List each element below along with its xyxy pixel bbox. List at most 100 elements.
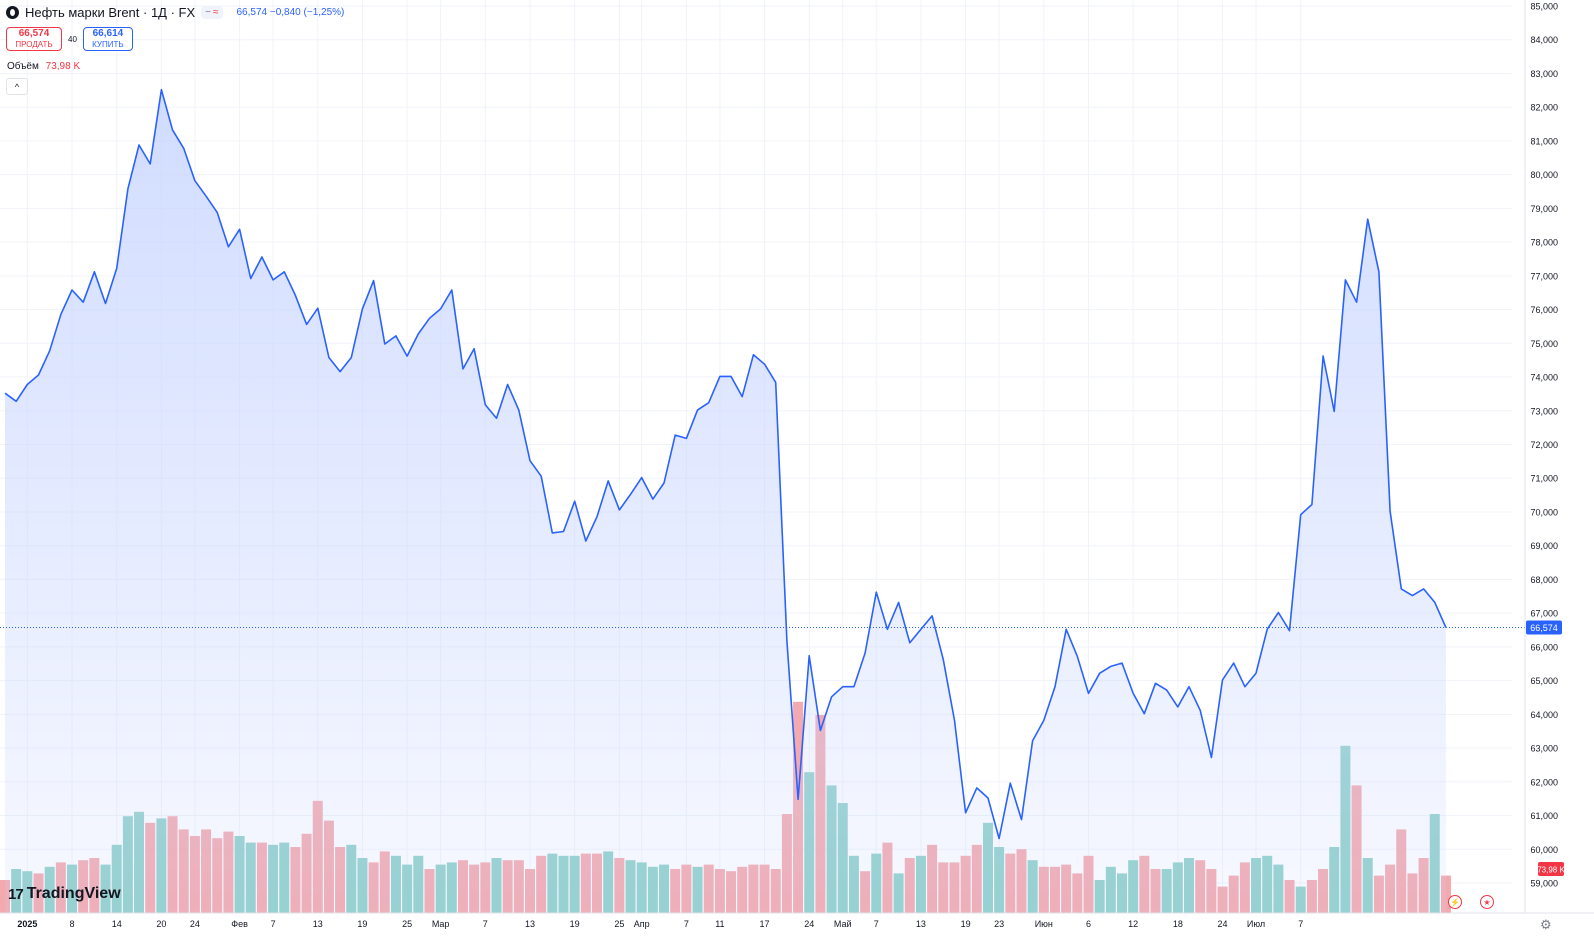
y-tick-label: 79,000 xyxy=(1530,204,1558,214)
y-tick-label: 69,000 xyxy=(1530,541,1558,551)
x-tick-label: 24 xyxy=(804,919,814,929)
x-tick-label: 25 xyxy=(614,919,624,929)
price-change: −0,840 xyxy=(269,7,301,18)
y-tick-label: 59,000 xyxy=(1530,879,1558,889)
x-tick-label: 7 xyxy=(684,919,689,929)
x-tick-label: 14 xyxy=(112,919,122,929)
y-tick-label: 61,000 xyxy=(1530,811,1558,821)
x-tick-label: 7 xyxy=(1298,919,1303,929)
y-tick-label: 62,000 xyxy=(1530,777,1558,787)
pill-minus: − xyxy=(205,7,211,18)
y-tick-label: 60,000 xyxy=(1530,845,1558,855)
x-tick-label: Июн xyxy=(1035,919,1053,929)
volume-badge xyxy=(1538,862,1564,876)
price-area xyxy=(5,89,1446,913)
x-tick-label: 7 xyxy=(271,919,276,929)
volume-bar xyxy=(1440,875,1451,913)
y-tick-label: 74,000 xyxy=(1530,373,1558,383)
price-area-fill xyxy=(5,89,1446,913)
last-price-badge xyxy=(1526,620,1562,635)
y-tick-label: 64,000 xyxy=(1530,710,1558,720)
x-tick-label: Мар xyxy=(432,919,450,929)
gear-icon[interactable]: ⚙ xyxy=(1540,917,1552,932)
pill-wave-icon: ≈ xyxy=(213,7,219,18)
volume-badge-text: 73,98 K xyxy=(1537,866,1565,875)
y-tick-label: 81,000 xyxy=(1530,136,1558,146)
buy-label: КУПИТЬ xyxy=(92,40,124,49)
x-tick-label: 7 xyxy=(874,919,879,929)
y-tick-label: 85,000 xyxy=(1530,2,1558,12)
price-change-pct: (−1,25%) xyxy=(303,7,345,18)
trade-buttons: 66,574 ПРОДАТЬ 40 66,614 КУПИТЬ xyxy=(6,27,133,51)
price-series-line xyxy=(4,88,1447,840)
y-tick-label: 70,000 xyxy=(1530,507,1558,517)
y-tick-label: 71,000 xyxy=(1530,474,1558,484)
y-tick-label: 83,000 xyxy=(1530,69,1558,79)
current-price: 66,574 xyxy=(236,7,268,18)
x-tick-label: 17 xyxy=(760,919,770,929)
x-tick-label: 19 xyxy=(961,919,971,929)
spread-value: 40 xyxy=(68,34,77,44)
x-tick-label: 7 xyxy=(483,919,488,929)
x-tick-label: 12 xyxy=(1128,919,1138,929)
x-tick-label: 11 xyxy=(715,919,724,929)
x-tick-label: Апр xyxy=(634,919,650,929)
x-tick-label: 20 xyxy=(156,919,166,929)
x-tick-label: 8 xyxy=(70,919,75,929)
x-tick-label: Май xyxy=(834,919,852,929)
y-tick-label: 75,000 xyxy=(1530,339,1558,349)
y-tick-label: 84,000 xyxy=(1530,35,1558,45)
collapse-button[interactable]: ^ xyxy=(6,78,28,95)
indicator-pill[interactable]: − ≈ xyxy=(201,6,223,19)
symbol-title[interactable]: Нефть марки Brent · 1Д · FX xyxy=(25,5,196,20)
x-tick-label: 6 xyxy=(1086,919,1091,929)
x-tick-label: 13 xyxy=(525,919,535,929)
tradingview-mark-icon: 17 xyxy=(8,885,24,903)
y-tick-label: 73,000 xyxy=(1530,406,1558,416)
tradingview-wordmark: TradingView xyxy=(26,885,121,902)
x-tick-label: 24 xyxy=(190,919,200,929)
brent-oil-icon xyxy=(6,6,19,19)
volume-value: 73,98 K xyxy=(45,61,81,72)
x-tick-label: 18 xyxy=(1173,919,1183,929)
buy-button[interactable]: 66,614 КУПИТЬ xyxy=(82,27,133,51)
x-tick-label: Фев xyxy=(231,919,248,929)
buy-price: 66,614 xyxy=(92,28,124,39)
y-tick-label: 68,000 xyxy=(1530,575,1558,585)
sell-price: 66,574 xyxy=(18,28,50,39)
chevron-up-icon: ^ xyxy=(14,81,20,92)
x-tick-label: 23 xyxy=(994,919,1004,929)
price-line xyxy=(0,88,1525,840)
x-tick-label: 13 xyxy=(313,919,323,929)
x-tick-label: 19 xyxy=(570,919,580,929)
y-tick-label: 82,000 xyxy=(1530,103,1558,113)
x-tick-label: 13 xyxy=(916,919,926,929)
us-flag-event-icon[interactable]: ★ xyxy=(1480,895,1494,909)
tradingview-logo[interactable]: 17 TradingView xyxy=(8,885,121,903)
y-tick-label: 66,000 xyxy=(1530,642,1558,652)
x-tick-label: 24 xyxy=(1218,919,1228,929)
price-labels: 66,574 73,98 K xyxy=(1526,620,1565,876)
y-tick-label: 80,000 xyxy=(1530,170,1558,180)
y-tick-label: 67,000 xyxy=(1530,609,1558,619)
sell-label: ПРОДАТЬ xyxy=(15,40,53,49)
chart-header: Нефть марки Brent · 1Д · FX − ≈ 66,574 −… xyxy=(6,5,344,20)
y-tick-label: 78,000 xyxy=(1530,238,1558,248)
x-tick-label: Июл xyxy=(1247,919,1265,929)
last-price-badge-text: 66,574 xyxy=(1530,623,1558,633)
x-tick-label: 19 xyxy=(357,919,367,929)
sell-button[interactable]: 66,574 ПРОДАТЬ xyxy=(6,27,62,51)
x-tick-label: 25 xyxy=(402,919,412,929)
y-tick-label: 77,000 xyxy=(1530,271,1558,281)
y-tick-label: 63,000 xyxy=(1530,744,1558,754)
price-quote: 66,574 −0,840 (−1,25%) xyxy=(237,7,345,18)
y-tick-label: 65,000 xyxy=(1530,676,1558,686)
x-tick-label: 2025 xyxy=(17,919,37,929)
volume-label: Объём xyxy=(7,61,39,72)
axes[interactable]: 85,000 84,000 83,000 82,000 81,000 80,000 79,0… xyxy=(0,0,1594,929)
economic-event-icon[interactable]: ⚡ xyxy=(1448,895,1462,909)
volume-legend[interactable]: Объём 73,98 K xyxy=(7,61,80,72)
y-tick-label: 76,000 xyxy=(1530,305,1558,315)
y-tick-label: 72,000 xyxy=(1530,440,1558,450)
